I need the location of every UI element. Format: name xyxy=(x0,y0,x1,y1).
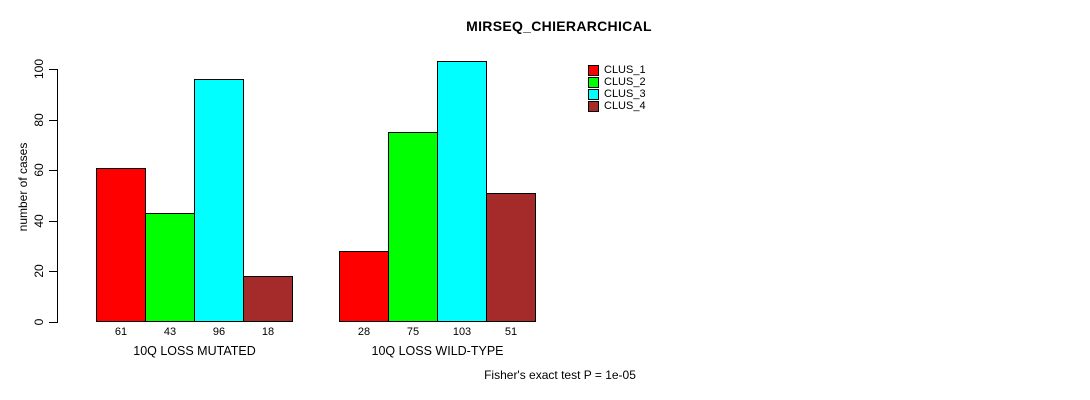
legend: CLUS_1 CLUS_2 CLUS_3 CLUS_4 xyxy=(588,64,646,112)
legend-label: CLUS_3 xyxy=(604,88,646,100)
legend-swatch xyxy=(588,76,599,88)
legend-item: CLUS_4 xyxy=(588,100,646,112)
bar-clus_1 xyxy=(96,168,146,322)
legend-label: CLUS_1 xyxy=(604,64,646,76)
legend-swatch xyxy=(588,88,599,100)
bar-value-label: 96 xyxy=(212,326,226,338)
legend-item: CLUS_2 xyxy=(588,76,646,88)
y-tick xyxy=(49,271,57,272)
bar-value-label: 51 xyxy=(504,326,518,338)
y-axis-line xyxy=(57,69,58,323)
group-label: 10Q LOSS WILD-TYPE xyxy=(371,344,504,358)
chart-title: MIRSEQ_CHIERARCHICAL xyxy=(466,18,652,34)
bar-clus_3 xyxy=(437,61,487,322)
y-tick xyxy=(49,69,57,70)
bar-clus_4 xyxy=(243,276,293,322)
y-tick-label: 100 xyxy=(32,58,46,80)
bar-clus_1 xyxy=(339,251,389,322)
bar-clus_2 xyxy=(145,213,195,322)
y-tick xyxy=(49,322,57,323)
y-tick xyxy=(49,120,57,121)
legend-item: CLUS_1 xyxy=(588,64,646,76)
legend-swatch xyxy=(588,100,599,112)
y-tick-label: 20 xyxy=(32,264,46,278)
legend-item: CLUS_3 xyxy=(588,88,646,100)
bar-clus_3 xyxy=(194,79,244,322)
bar-clus_4 xyxy=(486,193,536,322)
bar-value-label: 103 xyxy=(452,326,472,338)
y-axis-label: number of cases xyxy=(16,142,30,232)
annotation-text: Fisher's exact test P = 1e-05 xyxy=(484,368,636,382)
y-tick xyxy=(49,221,57,222)
group-label: 10Q LOSS MUTATED xyxy=(133,344,256,358)
bar-value-label: 18 xyxy=(261,326,275,338)
bar-value-label: 43 xyxy=(163,326,177,338)
bar-value-label: 75 xyxy=(406,326,420,338)
y-tick-label: 0 xyxy=(32,318,46,326)
legend-swatch xyxy=(588,64,599,76)
y-tick-label: 60 xyxy=(32,163,46,177)
bar-clus_2 xyxy=(388,132,438,322)
legend-label: CLUS_4 xyxy=(604,100,646,112)
legend-label: CLUS_2 xyxy=(604,76,646,88)
y-tick-label: 80 xyxy=(32,113,46,127)
bar-value-label: 61 xyxy=(114,326,128,338)
y-tick xyxy=(49,170,57,171)
y-tick-label: 40 xyxy=(32,214,46,228)
bar-value-label: 28 xyxy=(357,326,371,338)
